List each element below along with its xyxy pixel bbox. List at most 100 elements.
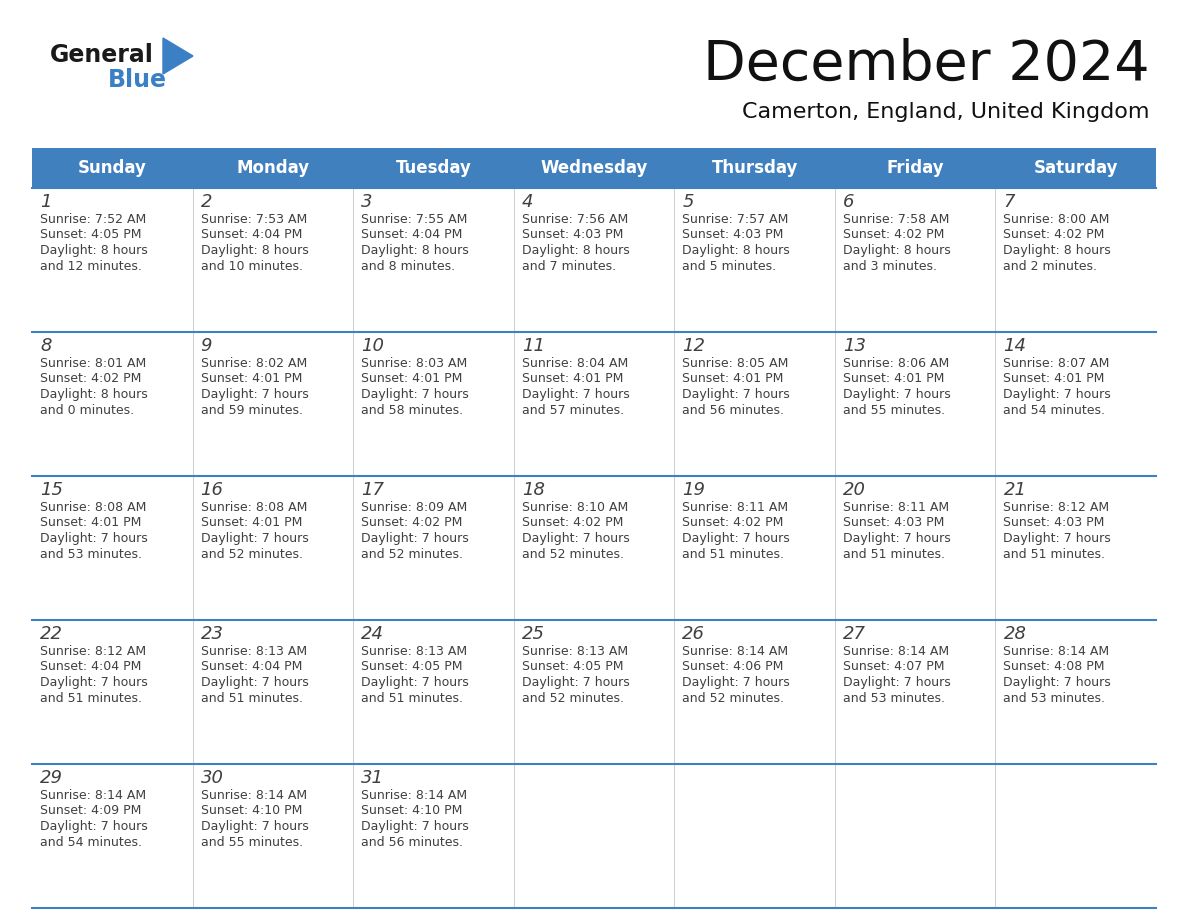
Text: Sunset: 4:02 PM: Sunset: 4:02 PM [842, 229, 944, 241]
Text: and 51 minutes.: and 51 minutes. [40, 691, 143, 704]
Text: Sunrise: 8:13 AM: Sunrise: 8:13 AM [361, 645, 467, 658]
Bar [32, 148, 1156, 188]
Text: Daylight: 7 hours: Daylight: 7 hours [361, 820, 469, 833]
Text: Daylight: 7 hours: Daylight: 7 hours [201, 388, 309, 401]
Text: Blue: Blue [108, 68, 168, 92]
Text: and 55 minutes.: and 55 minutes. [201, 835, 303, 848]
Text: Daylight: 7 hours: Daylight: 7 hours [201, 532, 309, 545]
Text: and 58 minutes.: and 58 minutes. [361, 404, 463, 417]
Text: Sunrise: 8:14 AM: Sunrise: 8:14 AM [682, 645, 789, 658]
Text: Saturday: Saturday [1034, 159, 1118, 177]
Text: Sunset: 4:01 PM: Sunset: 4:01 PM [361, 373, 462, 386]
Text: Wednesday: Wednesday [541, 159, 647, 177]
Text: Daylight: 7 hours: Daylight: 7 hours [40, 532, 147, 545]
Text: and 52 minutes.: and 52 minutes. [361, 547, 463, 561]
Text: Sunset: 4:04 PM: Sunset: 4:04 PM [201, 660, 302, 674]
Text: 17: 17 [361, 481, 384, 499]
Text: and 53 minutes.: and 53 minutes. [40, 547, 143, 561]
Text: General: General [50, 43, 154, 67]
Text: Sunset: 4:05 PM: Sunset: 4:05 PM [522, 660, 624, 674]
Text: Sunrise: 8:12 AM: Sunrise: 8:12 AM [40, 645, 146, 658]
Text: Sunset: 4:01 PM: Sunset: 4:01 PM [682, 373, 784, 386]
Text: Sunrise: 8:08 AM: Sunrise: 8:08 AM [40, 501, 146, 514]
Text: Sunrise: 8:11 AM: Sunrise: 8:11 AM [842, 501, 949, 514]
Text: Daylight: 7 hours: Daylight: 7 hours [842, 388, 950, 401]
Text: Sunrise: 8:05 AM: Sunrise: 8:05 AM [682, 357, 789, 370]
Text: 15: 15 [40, 481, 63, 499]
Text: and 12 minutes.: and 12 minutes. [40, 260, 141, 273]
Text: Daylight: 8 hours: Daylight: 8 hours [361, 244, 469, 257]
Text: Sunset: 4:04 PM: Sunset: 4:04 PM [40, 660, 141, 674]
Text: and 10 minutes.: and 10 minutes. [201, 260, 303, 273]
Text: Tuesday: Tuesday [396, 159, 472, 177]
Text: 21: 21 [1004, 481, 1026, 499]
Text: Sunrise: 8:14 AM: Sunrise: 8:14 AM [201, 789, 307, 802]
Text: Sunset: 4:09 PM: Sunset: 4:09 PM [40, 804, 141, 818]
Text: Sunset: 4:03 PM: Sunset: 4:03 PM [842, 517, 944, 530]
Text: Sunset: 4:10 PM: Sunset: 4:10 PM [201, 804, 302, 818]
Text: 27: 27 [842, 625, 866, 643]
Text: Sunrise: 8:14 AM: Sunrise: 8:14 AM [842, 645, 949, 658]
Text: 22: 22 [40, 625, 63, 643]
Text: 4: 4 [522, 193, 533, 211]
Text: Sunrise: 8:04 AM: Sunrise: 8:04 AM [522, 357, 628, 370]
Bar [32, 476, 1156, 620]
Text: 8: 8 [40, 337, 51, 355]
Text: Sunrise: 8:13 AM: Sunrise: 8:13 AM [201, 645, 307, 658]
Text: Sunrise: 8:10 AM: Sunrise: 8:10 AM [522, 501, 628, 514]
Text: Sunset: 4:02 PM: Sunset: 4:02 PM [40, 373, 141, 386]
Text: Daylight: 7 hours: Daylight: 7 hours [361, 676, 469, 689]
Text: Sunrise: 8:14 AM: Sunrise: 8:14 AM [361, 789, 467, 802]
Text: Daylight: 7 hours: Daylight: 7 hours [361, 388, 469, 401]
Text: 1: 1 [40, 193, 51, 211]
Text: Daylight: 8 hours: Daylight: 8 hours [201, 244, 309, 257]
Bar [32, 620, 1156, 764]
Text: Sunset: 4:04 PM: Sunset: 4:04 PM [201, 229, 302, 241]
Text: 2: 2 [201, 193, 213, 211]
Text: 28: 28 [1004, 625, 1026, 643]
Text: and 54 minutes.: and 54 minutes. [40, 835, 143, 848]
Text: Sunrise: 8:06 AM: Sunrise: 8:06 AM [842, 357, 949, 370]
Text: Thursday: Thursday [712, 159, 798, 177]
Text: and 3 minutes.: and 3 minutes. [842, 260, 937, 273]
Text: Daylight: 8 hours: Daylight: 8 hours [682, 244, 790, 257]
Text: Sunset: 4:01 PM: Sunset: 4:01 PM [201, 517, 302, 530]
Text: Daylight: 8 hours: Daylight: 8 hours [522, 244, 630, 257]
Text: Daylight: 8 hours: Daylight: 8 hours [1004, 244, 1111, 257]
Text: Daylight: 7 hours: Daylight: 7 hours [842, 532, 950, 545]
Text: Sunset: 4:10 PM: Sunset: 4:10 PM [361, 804, 462, 818]
Text: Sunset: 4:08 PM: Sunset: 4:08 PM [1004, 660, 1105, 674]
Text: Sunset: 4:04 PM: Sunset: 4:04 PM [361, 229, 462, 241]
Text: Daylight: 7 hours: Daylight: 7 hours [682, 676, 790, 689]
Text: and 0 minutes.: and 0 minutes. [40, 404, 134, 417]
Text: 19: 19 [682, 481, 706, 499]
Text: 14: 14 [1004, 337, 1026, 355]
Text: Daylight: 8 hours: Daylight: 8 hours [842, 244, 950, 257]
Text: Sunset: 4:07 PM: Sunset: 4:07 PM [842, 660, 944, 674]
Text: 20: 20 [842, 481, 866, 499]
Text: Daylight: 7 hours: Daylight: 7 hours [842, 676, 950, 689]
Text: and 51 minutes.: and 51 minutes. [1004, 547, 1105, 561]
Text: Sunrise: 8:13 AM: Sunrise: 8:13 AM [522, 645, 627, 658]
Text: 24: 24 [361, 625, 384, 643]
Text: and 54 minutes.: and 54 minutes. [1004, 404, 1105, 417]
Text: 6: 6 [842, 193, 854, 211]
Text: Sunrise: 7:57 AM: Sunrise: 7:57 AM [682, 213, 789, 226]
Text: Sunrise: 7:52 AM: Sunrise: 7:52 AM [40, 213, 146, 226]
Text: and 52 minutes.: and 52 minutes. [522, 547, 624, 561]
Text: and 51 minutes.: and 51 minutes. [361, 691, 463, 704]
Text: Sunrise: 8:07 AM: Sunrise: 8:07 AM [1004, 357, 1110, 370]
Text: Daylight: 7 hours: Daylight: 7 hours [522, 388, 630, 401]
Text: and 55 minutes.: and 55 minutes. [842, 404, 944, 417]
Text: Sunrise: 7:53 AM: Sunrise: 7:53 AM [201, 213, 307, 226]
Text: and 53 minutes.: and 53 minutes. [842, 691, 944, 704]
Text: Sunrise: 8:11 AM: Sunrise: 8:11 AM [682, 501, 789, 514]
Text: Sunset: 4:03 PM: Sunset: 4:03 PM [682, 229, 784, 241]
Text: Sunrise: 8:03 AM: Sunrise: 8:03 AM [361, 357, 467, 370]
Text: Daylight: 7 hours: Daylight: 7 hours [522, 676, 630, 689]
Text: 30: 30 [201, 769, 223, 787]
Text: Monday: Monday [236, 159, 309, 177]
Text: Daylight: 7 hours: Daylight: 7 hours [201, 820, 309, 833]
Text: Daylight: 8 hours: Daylight: 8 hours [40, 388, 147, 401]
Text: 16: 16 [201, 481, 223, 499]
